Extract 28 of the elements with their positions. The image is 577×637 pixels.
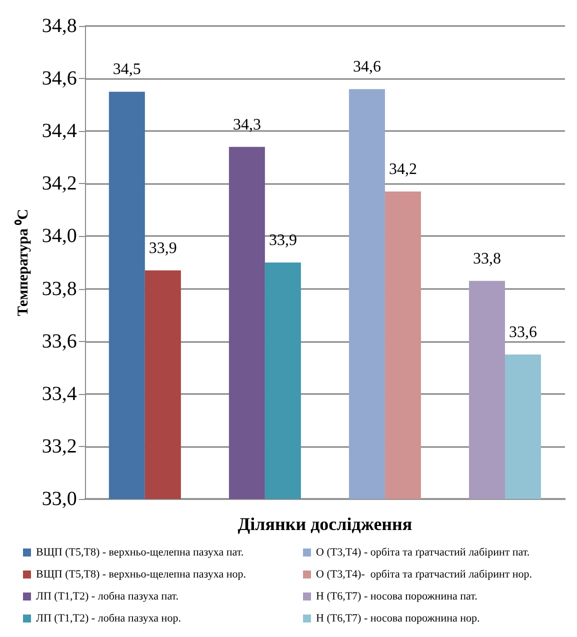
y-tick-label: 33,2 [42, 435, 77, 458]
y-tick-label: 34,8 [42, 15, 77, 37]
data-label: 33,8 [472, 250, 501, 268]
legend-label: ВЩП (Т5,Т8) - верхньо-щелепна пазуха нор. [36, 568, 246, 580]
x-axis-title: Ділянки дослідження [238, 514, 412, 534]
y-tick-label: 34,6 [42, 68, 77, 90]
legend-label: ЛП (Т1,Т2) - лобна пазуха пат. [36, 590, 179, 602]
y-tick-label: 33,4 [42, 382, 77, 405]
data-label: 33,9 [148, 240, 177, 257]
data-label: 34,5 [112, 61, 141, 78]
legend-label: Н (Т6,Т7) - носова порожнина пат. [316, 590, 478, 602]
data-label: 33,9 [268, 232, 297, 249]
y-tick-label: 33,8 [42, 278, 77, 300]
legend-label: Н (Т6,Т7) - носова порожнина нор. [316, 612, 480, 624]
legend-label: О (Т3,Т4)- орбіта та ґратчастий лабіринт нор. [316, 568, 532, 580]
data-label: 34,6 [352, 58, 381, 76]
y-tick-label: 34,0 [42, 225, 77, 248]
legend-label: О (Т3,Т4) - орбіта та ґратчастий лабіринт пат. [316, 546, 530, 558]
y-axis-title: Температура ⁰C [14, 208, 32, 316]
legend-label: ВЩП (Т5,Т8) - верхньо-щелепна пазуха пат. [36, 546, 244, 558]
legend-label: ЛП (Т1,Т2) - лобна пазуха нор. [36, 612, 182, 624]
data-label: 34,2 [388, 161, 417, 178]
data-label: 33,6 [508, 324, 537, 341]
y-tick-label: 34,4 [42, 120, 77, 142]
data-label: 34,3 [232, 116, 261, 134]
y-tick-label: 33,0 [42, 488, 77, 510]
y-tick-label: 34,2 [42, 172, 77, 195]
y-tick-label: 33,6 [42, 330, 77, 352]
